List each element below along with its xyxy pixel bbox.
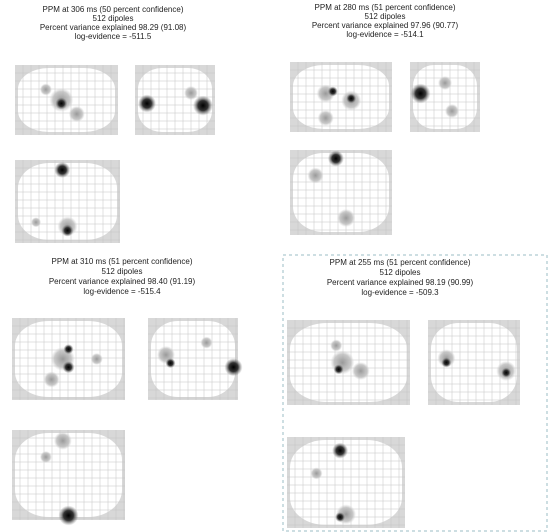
- activation-blob: [63, 344, 74, 355]
- panel-title: PPM at 306 ms (50 percent confidence): [43, 5, 184, 14]
- brain-outline: [431, 323, 517, 402]
- activation-blob: [43, 371, 60, 388]
- panel-evidence: log-evidence = -509.3: [361, 288, 439, 297]
- brain-view: [290, 62, 392, 132]
- activation-blob: [307, 167, 324, 184]
- brain-view: [287, 437, 405, 528]
- activation-blob: [39, 83, 52, 96]
- activation-blob: [200, 336, 213, 349]
- activation-blob: [90, 353, 103, 365]
- panel-title: PPM at 280 ms (51 percent confidence): [315, 3, 456, 12]
- activation-blob: [351, 362, 370, 380]
- activation-blob: [165, 358, 176, 369]
- panel: PPM at 255 ms (51 percent confidence) 51…: [327, 258, 474, 297]
- activation-blob: [62, 361, 75, 374]
- brain-view: [15, 65, 118, 135]
- activation-blob: [410, 83, 431, 104]
- activation-blob: [317, 110, 334, 126]
- panel: PPM at 280 ms (51 percent confidence) 51…: [312, 3, 459, 39]
- activation-blob: [332, 442, 349, 459]
- activation-blob: [330, 339, 343, 352]
- activation-blob: [438, 76, 452, 90]
- brain-view: [12, 430, 125, 526]
- panel-dipoles: 512 dipoles: [380, 268, 421, 277]
- panel-evidence: log-evidence = -515.4: [83, 287, 161, 296]
- brain-outline: [413, 65, 477, 129]
- panel-title: PPM at 310 ms (51 percent confidence): [52, 257, 193, 266]
- brain-view: [148, 318, 243, 400]
- activation-blob: [445, 104, 459, 118]
- panel-dipoles: 512 dipoles: [102, 267, 143, 276]
- activation-blob: [184, 86, 198, 100]
- activation-blob: [39, 451, 52, 463]
- panel-dipoles: 512 dipoles: [365, 12, 406, 21]
- panel-evidence: log-evidence = -511.5: [75, 32, 152, 41]
- activation-blob: [55, 97, 68, 110]
- activation-blob: [501, 367, 512, 378]
- activation-blob: [335, 512, 346, 523]
- panel-variance: Percent variance explained 98.40 (91.19): [49, 277, 196, 286]
- activation-blob: [193, 95, 213, 116]
- activation-blob: [61, 224, 74, 237]
- panel-variance: Percent variance explained 98.29 (91.08): [40, 23, 187, 32]
- activation-blob: [327, 150, 344, 167]
- panel: PPM at 310 ms (51 percent confidence) 51…: [49, 257, 196, 296]
- activation-blob: [224, 358, 243, 377]
- activation-blob: [53, 431, 72, 450]
- brain-view: [290, 150, 392, 235]
- panel: PPM at 306 ms (50 percent confidence) 51…: [40, 5, 187, 41]
- brain-outline: [293, 65, 389, 129]
- activation-blob: [31, 217, 41, 228]
- brain-view: [287, 320, 410, 405]
- activation-blob: [333, 364, 344, 375]
- brain-view: [15, 160, 120, 243]
- panel-border: [282, 254, 548, 532]
- activation-blob: [441, 357, 452, 368]
- activation-blob: [58, 505, 79, 526]
- activation-blob: [138, 94, 156, 113]
- activation-blob: [327, 86, 338, 97]
- activation-blob: [54, 161, 71, 178]
- panel-variance: Percent variance explained 97.96 (90.77): [312, 21, 459, 30]
- panel-evidence: log-evidence = -514.1: [346, 30, 424, 39]
- activation-blob: [337, 209, 356, 227]
- activation-blob: [68, 106, 85, 122]
- brain-view: [428, 320, 520, 405]
- activation-blob: [346, 93, 357, 104]
- brain-view: [410, 62, 480, 132]
- brain-view: [135, 65, 215, 135]
- brain-view: [12, 318, 125, 400]
- panel-variance: Percent variance explained 98.19 (90.99): [327, 278, 474, 287]
- activation-blob: [310, 467, 323, 480]
- panel-dipoles: 512 dipoles: [93, 14, 134, 23]
- brain-outline: [18, 163, 117, 240]
- panel-title: PPM at 255 ms (51 percent confidence): [330, 258, 471, 267]
